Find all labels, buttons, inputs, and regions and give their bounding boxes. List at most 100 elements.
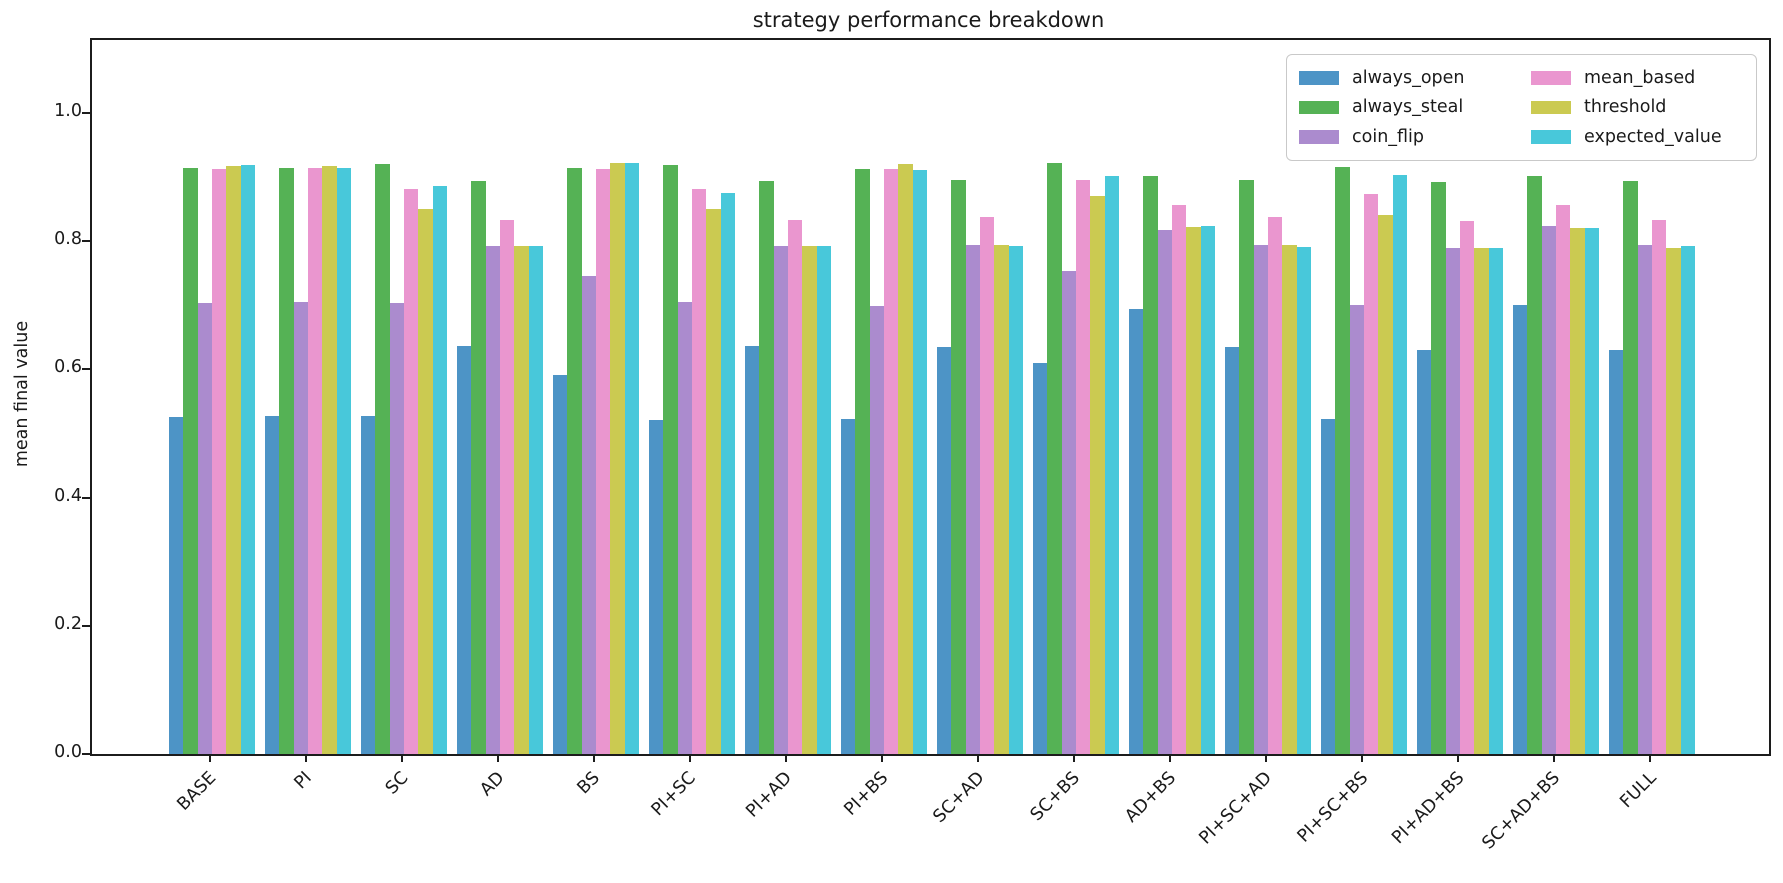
bar-coin_flip-PI+SC: [677, 302, 692, 754]
x-tick-mark: [1265, 754, 1267, 762]
x-tick-mark: [977, 754, 979, 762]
y-axis-label: mean final value: [12, 320, 32, 468]
x-tick-label-PI+AD: PI+AD: [742, 768, 797, 822]
bar-coin_flip-PI+BS: [869, 305, 884, 754]
bar-always_open-FULL: [1609, 349, 1624, 754]
y-tick-mark: [82, 496, 90, 499]
bar-coin_flip-AD: [485, 246, 500, 754]
bar-always_steal-PI+AD+BS: [1431, 181, 1446, 754]
bar-threshold-PI+AD+BS: [1474, 248, 1489, 754]
legend-item-coin_flip: coin_flip: [1299, 127, 1531, 147]
x-tick-mark: [1073, 754, 1075, 762]
bar-threshold-PI+SC+AD: [1282, 245, 1297, 754]
legend-swatch-icon: [1299, 100, 1339, 114]
legend-label: mean_based: [1584, 67, 1696, 88]
bar-always_steal-PI+SC: [663, 164, 678, 754]
bar-coin_flip-SC+AD+BS: [1541, 226, 1556, 754]
x-tick-label-PI: PI: [290, 768, 317, 794]
bar-always_open-SC+AD+BS: [1513, 305, 1528, 754]
legend-item-threshold: threshold: [1531, 97, 1744, 117]
x-tick-mark: [881, 754, 883, 762]
bar-always_steal-SC+AD+BS: [1527, 176, 1542, 754]
bar-coin_flip-BASE: [197, 302, 212, 754]
bar-always_open-SC+AD: [937, 346, 952, 754]
bar-mean_based-FULL: [1652, 220, 1667, 754]
bar-threshold-BASE: [226, 166, 241, 754]
y-tick-mark: [82, 753, 90, 755]
legend-item-expected_value: expected_value: [1531, 127, 1744, 147]
bar-coin_flip-FULL: [1637, 245, 1652, 754]
bar-always_open-PI: [265, 415, 280, 754]
bar-expected_value-PI+AD+BS: [1488, 247, 1503, 754]
bar-always_open-SC: [361, 416, 376, 754]
bar-threshold-AD+BS: [1186, 227, 1201, 754]
legend-swatch-icon: [1299, 130, 1339, 144]
bar-always_open-PI+AD+BS: [1417, 350, 1432, 754]
x-tick-label-PI+SC: PI+SC: [648, 768, 701, 821]
x-tick-mark: [1361, 754, 1363, 762]
bar-expected_value-AD: [528, 246, 543, 754]
y-tick-label: 0.0: [54, 742, 82, 762]
bar-coin_flip-AD+BS: [1157, 229, 1172, 754]
bar-threshold-SC+BS: [1090, 196, 1105, 754]
bar-expected_value-PI+AD: [816, 246, 831, 754]
legend-swatch-icon: [1531, 130, 1571, 144]
legend-label: always_open: [1352, 67, 1465, 88]
y-tick-mark: [82, 368, 90, 371]
x-tick-mark: [689, 754, 691, 762]
bar-mean_based-SC+BS: [1076, 180, 1091, 754]
bar-threshold-FULL: [1666, 248, 1681, 754]
bar-threshold-PI+AD: [802, 246, 817, 754]
bar-expected_value-PI+SC+BS: [1392, 175, 1407, 754]
bar-always_open-PI+SC: [649, 420, 664, 754]
bar-threshold-BS: [610, 163, 625, 754]
bar-always_steal-PI+AD: [759, 180, 774, 754]
y-tick-label: 0.2: [54, 613, 82, 634]
bar-always_open-BS: [553, 375, 568, 754]
bar-always_open-PI+SC+AD: [1225, 346, 1240, 754]
x-tick-label-SC+BS: SC+BS: [1026, 768, 1085, 826]
x-tick-label-BS: BS: [573, 768, 605, 799]
bar-threshold-PI+SC+BS: [1378, 214, 1393, 754]
legend-label: coin_flip: [1352, 126, 1425, 147]
bar-always_steal-PI+BS: [855, 168, 870, 754]
bar-expected_value-SC+AD+BS: [1584, 227, 1599, 754]
bar-mean_based-PI+BS: [884, 168, 899, 754]
bar-coin_flip-PI: [293, 302, 308, 754]
bar-expected_value-PI+SC: [720, 193, 735, 754]
x-tick-label-AD: AD: [476, 768, 509, 801]
bar-always_steal-SC+AD: [951, 180, 966, 754]
x-tick-label-PI+SC+AD: PI+SC+AD: [1195, 768, 1277, 849]
bar-expected_value-PI: [336, 168, 351, 754]
bar-coin_flip-PI+AD: [773, 246, 788, 754]
bar-mean_based-SC+AD+BS: [1556, 204, 1571, 754]
bar-threshold-SC+AD+BS: [1570, 227, 1585, 754]
bar-always_steal-BASE: [183, 167, 198, 754]
x-tick-mark: [305, 754, 307, 762]
bar-always_steal-BS: [567, 167, 582, 754]
bar-threshold-SC: [418, 209, 433, 754]
bar-mean_based-PI+SC: [692, 189, 707, 754]
bar-expected_value-SC+BS: [1104, 176, 1119, 754]
bar-always_open-PI+AD: [745, 346, 760, 754]
bar-threshold-AD: [514, 246, 529, 754]
bar-mean_based-AD+BS: [1172, 204, 1187, 754]
bar-coin_flip-SC: [389, 302, 404, 754]
legend-swatch-icon: [1531, 100, 1571, 114]
x-tick-mark: [497, 754, 499, 762]
bar-always_steal-PI+SC+BS: [1335, 166, 1350, 754]
bar-expected_value-PI+SC+AD: [1296, 246, 1311, 754]
legend-swatch-icon: [1531, 71, 1571, 85]
bar-expected_value-SC: [432, 186, 447, 754]
bar-coin_flip-SC+BS: [1061, 271, 1076, 754]
x-tick-mark: [1553, 754, 1555, 762]
bar-always_open-PI+SC+BS: [1321, 419, 1336, 754]
bar-coin_flip-PI+SC+BS: [1349, 305, 1364, 754]
legend-item-mean_based: mean_based: [1531, 68, 1744, 88]
x-tick-label-SC: SC: [381, 768, 413, 799]
y-tick-label: 0.6: [54, 357, 82, 378]
bar-mean_based-PI+AD+BS: [1460, 220, 1475, 754]
x-tick-label-FULL: FULL: [1616, 768, 1661, 813]
y-tick-label: 0.8: [54, 229, 82, 250]
legend-item-always_steal: always_steal: [1299, 97, 1531, 117]
